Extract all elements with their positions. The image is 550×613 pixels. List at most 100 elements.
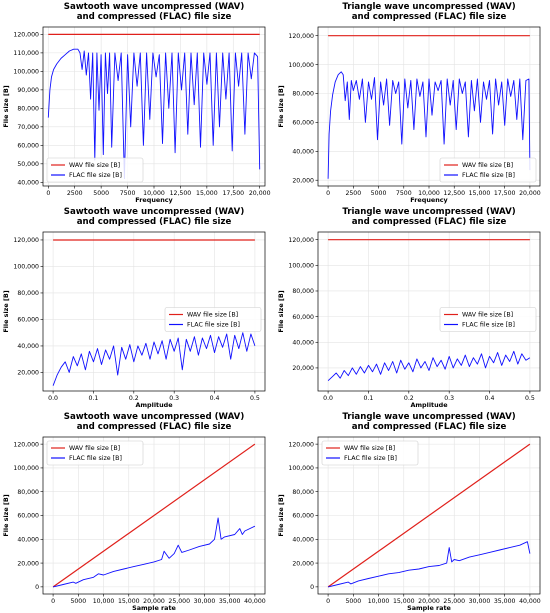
series-line-wav [327,443,531,588]
x-tick-label: 5000 [70,598,86,605]
chart-title: Triangle wave uncompressed (WAV) [342,2,515,12]
x-tick-label: 5000 [345,598,361,605]
y-tick-label: 120,000 [13,237,39,244]
series-line-flac [327,350,531,382]
y-tick-label: 110,000 [13,50,39,57]
x-tick-label: 10,000 [418,190,440,197]
y-tick-label: 100,000 [13,264,39,271]
x-tick-label: 20,000 [249,190,271,197]
x-tick-label: 2500 [67,190,83,197]
y-axis-label: File size [B] [2,494,10,536]
series-line-flac [52,332,256,386]
x-tick-label: 0.0 [323,395,333,402]
y-tick-label: 120,000 [13,32,39,39]
y-axis-label: File size [B] [277,85,285,127]
x-tick-label: 30,000 [469,598,491,605]
chart-svg: Sawtooth wave uncompressed (WAV)and comp… [2,207,266,409]
chart-panel-sawtooth-sample-rate: Sawtooth wave uncompressed (WAV) and comp… [0,410,275,613]
legend: WAV file size [B] FLAC file size [B] [439,307,537,332]
chart-title: Sawtooth wave uncompressed (WAV) [64,2,245,12]
legend: WAV file size [B] FLAC file size [B] [439,157,537,183]
x-tick-label: 5000 [371,190,387,197]
y-tick-label: 80,000 [17,106,39,113]
x-tick-label: 15,000 [469,190,491,197]
series-line-flac [327,541,531,588]
y-tick-label: 100,000 [288,263,314,270]
y-tick-label: 50,000 [17,161,39,168]
x-tick-label: 30,000 [194,598,216,605]
y-tick-label: 100,000 [288,465,314,472]
legend-box [439,307,537,332]
x-axis-label: Sample rate [407,604,451,612]
chart-svg: Sawtooth wave uncompressed (WAV)and comp… [2,2,271,204]
x-tick-label: 10,000 [93,598,115,605]
y-tick-label: 90,000 [17,87,39,94]
y-tick-label: 60,000 [292,120,314,127]
legend-label-flac: FLAC file size [B] [462,322,515,329]
legend: WAV file size [B] FLAC file size [B] [46,440,144,466]
x-tick-label: 35,000 [219,598,241,605]
x-tick-label: 17,500 [222,190,244,197]
y-tick-label: 100,000 [288,62,314,69]
legend-label-wav: WAV file size [B] [344,445,395,452]
chart-svg: Triangle wave uncompressed (WAV)and comp… [277,207,541,409]
x-tick-label: 12,500 [443,190,465,197]
legend-label-wav: WAV file size [B] [69,445,120,452]
y-tick-label: 80,000 [292,91,314,98]
x-tick-label: 40,000 [244,598,266,605]
y-tick-label: 80,000 [17,290,39,297]
legend-box [439,157,537,183]
legend-box [46,440,144,466]
x-tick-label: 5000 [93,190,109,197]
y-tick-label: 40,000 [17,536,39,543]
y-axis-label: File size [B] [2,290,10,332]
x-tick-label: 7500 [120,190,136,197]
legend: WAV file size [B] FLAC file size [B] [321,440,419,466]
plot-frame [317,231,541,392]
legend-box [321,440,419,466]
x-tick-label: 0.2 [404,395,414,402]
legend-label-flac: FLAC file size [B] [344,455,397,462]
chart-svg: Triangle wave uncompressed (WAV)and comp… [277,412,541,612]
series-line-flac [47,48,261,180]
x-tick-label: 0.0 [48,395,58,402]
y-tick-label: 20,000 [292,177,314,184]
y-tick-label: 60,000 [17,143,39,150]
y-tick-label: 40,000 [292,149,314,156]
y-tick-label: 100,000 [13,69,39,76]
x-tick-label: 15,000 [118,598,140,605]
chart-title: and compressed (FLAC) file size [77,422,232,432]
y-tick-label: 60,000 [292,314,314,321]
chart-title: Sawtooth wave uncompressed (WAV) [64,207,245,217]
x-tick-label: 25,000 [443,598,465,605]
chart-title: and compressed (FLAC) file size [352,12,507,22]
x-axis-label: Amplitude [410,401,448,409]
legend-label-flac: FLAC file size [B] [69,172,122,179]
x-tick-label: 35,000 [494,598,516,605]
x-tick-label: 20,000 [519,190,541,197]
chart-panel-triangle-frequency: Triangle wave uncompressed (WAV) and comp… [275,0,550,205]
chart-title: Triangle wave uncompressed (WAV) [342,412,515,422]
x-tick-label: 0.1 [364,395,374,402]
y-tick-label: 20,000 [17,370,39,377]
y-tick-label: 80,000 [292,288,314,295]
x-tick-label: 15,000 [196,190,218,197]
plot-frame [42,231,266,392]
x-tick-label: 0.3 [444,395,454,402]
y-tick-label: 120,000 [288,237,314,244]
x-tick-label: 2500 [345,190,361,197]
y-tick-label: 60,000 [292,513,314,520]
x-tick-label: 0.2 [129,395,139,402]
legend: WAV file size [B] FLAC file size [B] [46,157,144,183]
y-axis-label: File size [B] [277,494,285,536]
x-tick-label: 10,000 [368,598,390,605]
chart-title: and compressed (FLAC) file size [352,422,507,432]
legend-label-flac: FLAC file size [B] [69,455,122,462]
chart-panel-triangle-sample-rate: Triangle wave uncompressed (WAV) and comp… [275,410,550,613]
x-axis-label: Amplitude [135,401,173,409]
y-tick-label: 100,000 [13,465,39,472]
chart-title: and compressed (FLAC) file size [77,12,232,22]
series-line-wav [52,443,256,588]
x-tick-label: 25,000 [168,598,190,605]
series-line-flac [327,71,531,179]
